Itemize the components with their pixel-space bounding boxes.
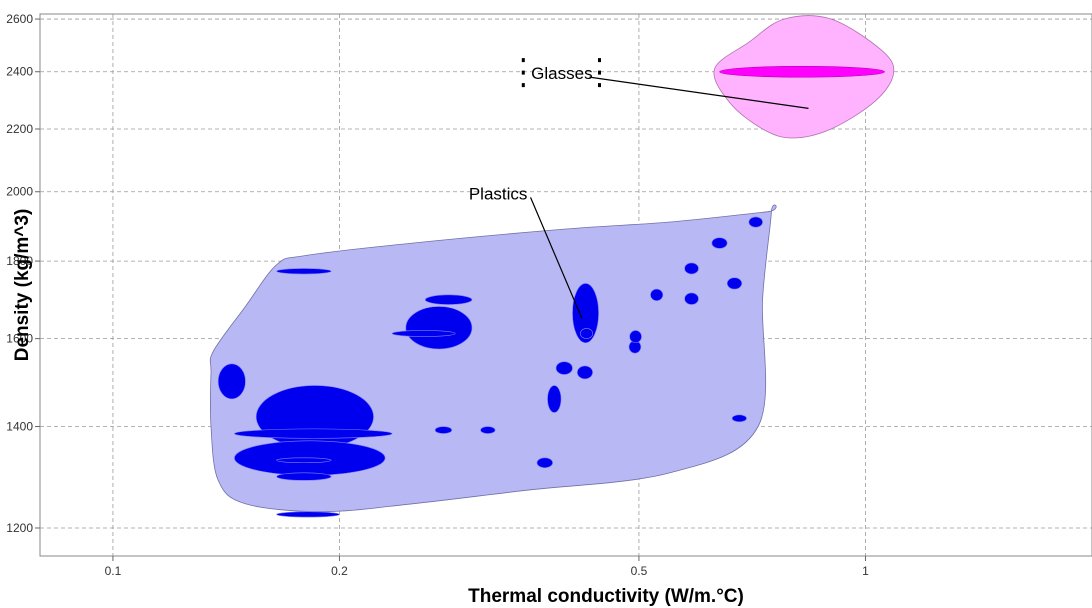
plastics-material-bubble[interactable] <box>391 330 456 337</box>
glasses-label[interactable]: Glasses <box>531 64 592 83</box>
plastics-material-bubble[interactable] <box>547 385 562 413</box>
plastics-material-bubble[interactable] <box>684 292 699 305</box>
plastics-material-bubble[interactable] <box>424 294 473 305</box>
plastics-leader-line <box>529 197 583 319</box>
glasses-material-bubble[interactable] <box>719 65 885 78</box>
plastics-material-bubble[interactable] <box>276 472 332 481</box>
selection-handle[interactable] <box>521 83 525 88</box>
plastics-material-bubble[interactable] <box>748 216 763 228</box>
plastics-material-bubble[interactable] <box>276 511 340 518</box>
plastics-material-bubble[interactable] <box>711 237 728 249</box>
glasses-leader-line <box>589 76 809 109</box>
y-tick-label: 2000 <box>6 185 33 199</box>
plastics-material-bubble[interactable] <box>536 457 553 469</box>
y-tick-label: 2600 <box>6 12 33 26</box>
plastics-material-bubble[interactable] <box>217 363 246 400</box>
y-tick-label: 2400 <box>6 65 33 79</box>
plastics-material-bubble[interactable] <box>276 457 332 464</box>
plastics-label[interactable]: Plastics <box>469 184 528 203</box>
y-tick-label: 1200 <box>6 521 33 535</box>
y-tick-label: 1800 <box>6 254 33 268</box>
plastics-material-bubble[interactable] <box>731 414 747 423</box>
selection-handle[interactable] <box>521 70 525 75</box>
y-axis-title: Density (kg/m^3) <box>12 209 33 362</box>
plot-frame <box>39 13 1092 557</box>
plastics-material-bubble[interactable] <box>650 288 664 301</box>
plastics-material-bubble[interactable] <box>726 277 743 290</box>
x-axis-title: Thermal conductivity (W/m.°C) <box>468 586 744 607</box>
plastics-material-bubble[interactable] <box>434 426 453 434</box>
x-tick-label: 0.1 <box>105 564 122 578</box>
selection-handle[interactable] <box>597 83 601 88</box>
plastics-material-bubble[interactable] <box>276 268 332 275</box>
selection-handle[interactable] <box>597 58 601 63</box>
x-tick-label: 1 <box>862 564 869 578</box>
plastics-material-bubble[interactable] <box>555 361 573 375</box>
selection-handle[interactable] <box>521 58 525 63</box>
axis-ticks: 0.1 0.2 0.5 1 1200 1400 1600 1800 2000 2200 2400 26… <box>6 12 869 578</box>
plastics-material-bubble[interactable] <box>405 306 473 350</box>
x-tick-label: 0.2 <box>331 564 348 578</box>
annotations[interactable]: Glasses Plastics <box>469 58 809 319</box>
plastics-material-bubble[interactable] <box>234 428 393 439</box>
plastics-material-bubble[interactable] <box>572 283 599 344</box>
y-tick-label: 1600 <box>6 332 33 346</box>
y-tick-label: 2200 <box>6 122 33 136</box>
plastics-material-bubble[interactable] <box>684 262 699 275</box>
selection-handle[interactable] <box>597 70 601 75</box>
x-tick-label: 0.5 <box>631 564 648 578</box>
plastics-material-bubble[interactable] <box>480 426 496 434</box>
plastics-material-bubble[interactable] <box>576 365 593 380</box>
plastics-material-bubble[interactable] <box>629 330 642 344</box>
material-bubbles <box>217 65 885 518</box>
plastics-material-bubble[interactable] <box>580 328 593 339</box>
y-tick-label: 1400 <box>6 420 33 434</box>
